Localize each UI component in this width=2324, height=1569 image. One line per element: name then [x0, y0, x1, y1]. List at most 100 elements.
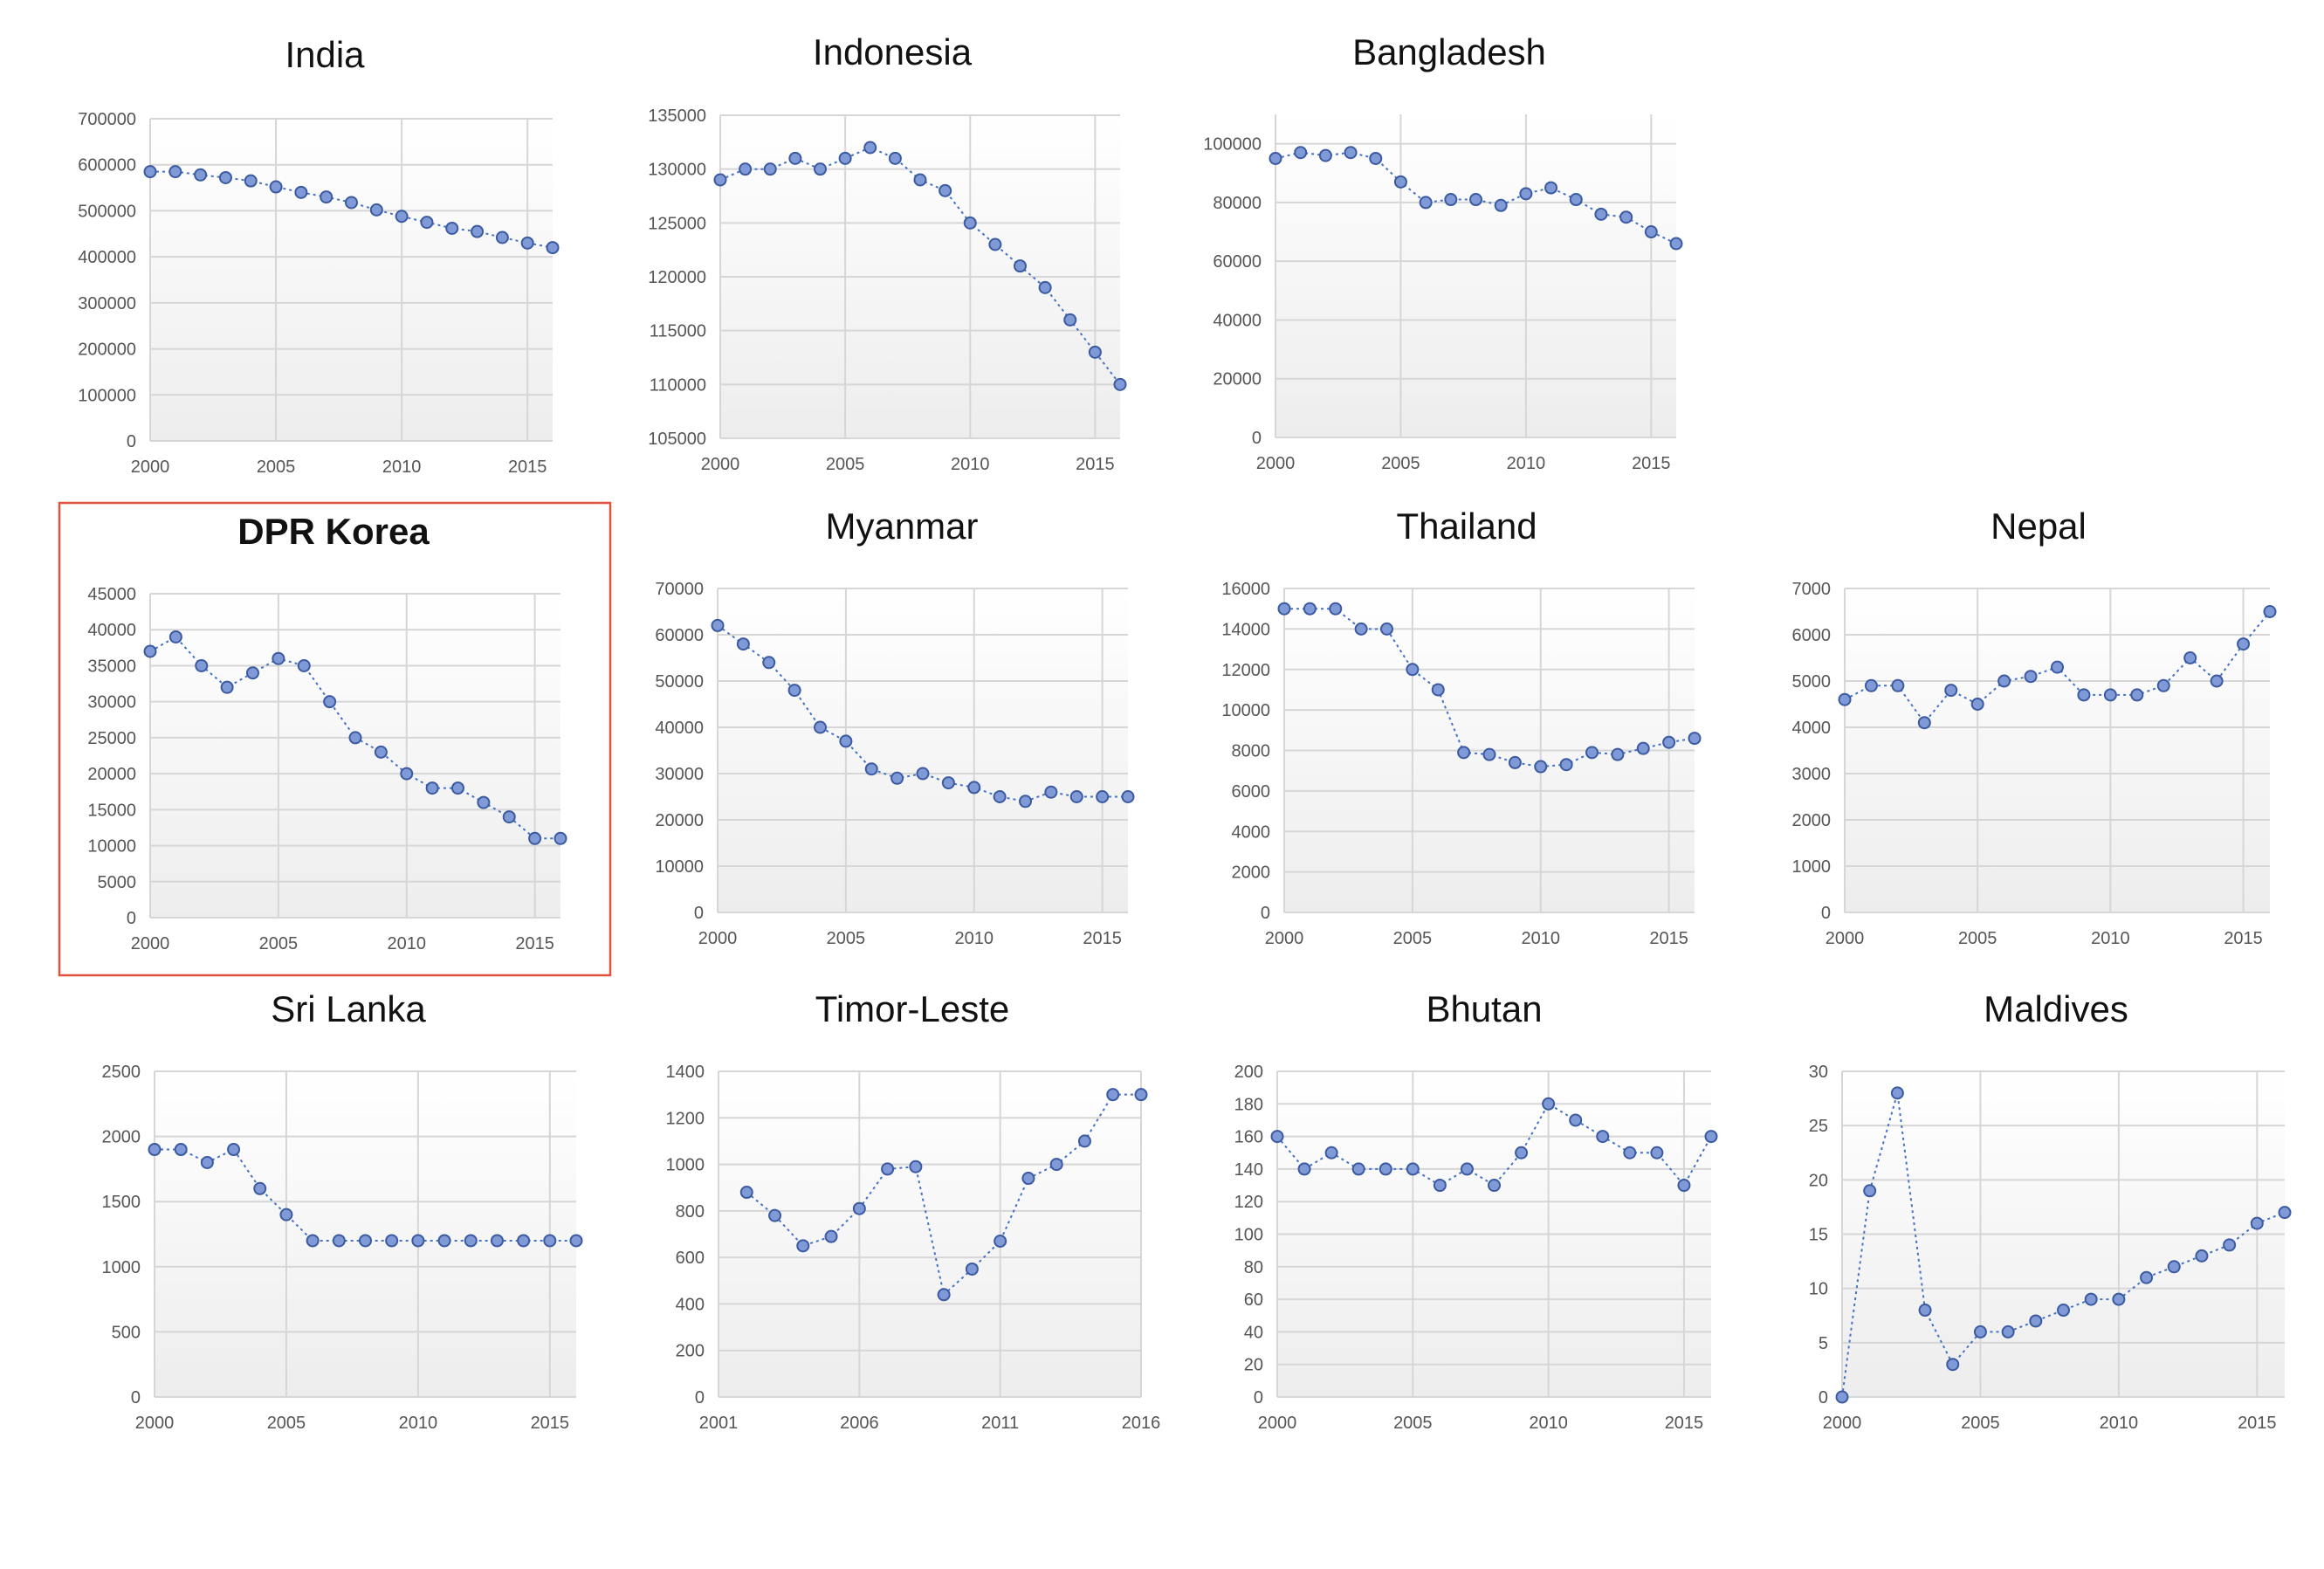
y-tick-label: 120	[1234, 1193, 1263, 1212]
data-point	[2001, 1325, 2015, 1338]
data-point	[763, 162, 777, 176]
y-tick-label: 125000	[648, 214, 706, 233]
data-point	[762, 656, 776, 670]
data-point	[1944, 684, 1958, 698]
data-point	[471, 224, 485, 238]
data-point	[1380, 622, 1393, 636]
data-point	[451, 781, 464, 795]
data-point	[2057, 1304, 2070, 1318]
data-point	[739, 162, 753, 176]
data-point	[244, 174, 258, 188]
y-tick-label: 100000	[78, 386, 136, 405]
chart-panel-sri-lanka: Sri Lanka 0 500 1000 1500 2000 2500 2000 2005 201…	[102, 988, 583, 1433]
x-tick-label: 2010	[388, 934, 427, 953]
x-tick-label: 2015	[2238, 1414, 2277, 1433]
plot-area	[150, 119, 553, 441]
y-tick-label: 40000	[655, 719, 704, 738]
y-tick-label: 0	[1261, 904, 1270, 923]
plot-area	[150, 594, 560, 918]
y-tick-label: 4000	[1232, 822, 1271, 842]
chart-title: Bangladesh	[1352, 31, 1546, 72]
x-tick-label: 2005	[1393, 1414, 1433, 1433]
data-point	[993, 790, 1007, 803]
y-tick-label: 5	[1819, 1334, 1828, 1353]
y-tick-label: 1000	[1792, 857, 1832, 877]
y-tick-label: 12000	[1221, 661, 1270, 680]
y-tick-label: 105000	[648, 430, 706, 449]
data-point	[437, 1234, 451, 1248]
data-point	[1585, 746, 1599, 760]
data-point	[345, 196, 358, 210]
y-tick-label: 25000	[87, 729, 136, 748]
y-tick-label: 2000	[1232, 864, 1271, 883]
y-tick-label: 16000	[1221, 580, 1270, 599]
data-point	[1636, 741, 1650, 755]
y-tick-label: 3000	[1792, 765, 1832, 784]
chart-panel-thailand: Thailand 0 2000 4000 6000 8000 10000 12000 14000…	[1221, 506, 1702, 948]
x-tick-label: 2010	[1529, 1414, 1568, 1433]
data-point	[1559, 758, 1573, 772]
data-point	[1354, 622, 1368, 636]
y-tick-label: 70000	[655, 580, 704, 599]
data-point	[2024, 670, 2038, 684]
data-point	[1270, 1130, 1284, 1144]
data-point	[369, 203, 383, 217]
x-tick-label: 2005	[1958, 929, 1997, 948]
y-tick-label: 45000	[87, 585, 136, 604]
x-tick-label: 2010	[1507, 454, 1546, 473]
chart-title: Maldives	[1984, 988, 2128, 1029]
x-tick-label: 2015	[2224, 929, 2263, 948]
data-point	[2263, 605, 2277, 618]
data-point	[148, 1143, 162, 1157]
data-point	[400, 767, 414, 781]
y-tick-label: 0	[695, 1388, 705, 1407]
y-tick-label: 25	[1809, 1117, 1828, 1136]
data-point	[2084, 1292, 2098, 1306]
data-point	[1534, 760, 1548, 774]
y-tick-label: 180	[1234, 1095, 1263, 1114]
x-tick-label: 2001	[699, 1414, 739, 1433]
data-point	[1997, 674, 2011, 688]
data-point	[1515, 1146, 1529, 1160]
data-point	[420, 216, 434, 230]
y-tick-label: 400	[676, 1295, 705, 1314]
data-point	[1611, 747, 1625, 761]
data-point	[143, 644, 157, 658]
chart-title: Myanmar	[825, 506, 978, 547]
data-point	[796, 1239, 810, 1253]
data-point	[1419, 196, 1433, 210]
y-tick-label: 6000	[1792, 626, 1832, 645]
data-point	[1596, 1130, 1610, 1144]
chart-title: Thailand	[1396, 506, 1537, 547]
data-point	[269, 180, 283, 194]
data-point	[569, 1234, 583, 1248]
data-point	[194, 168, 208, 182]
data-point	[1329, 602, 1343, 616]
data-point	[1973, 1325, 1987, 1338]
y-tick-label: 30	[1809, 1063, 1828, 1082]
data-point	[2278, 1206, 2292, 1220]
y-tick-label: 130000	[648, 161, 706, 180]
plot-area	[718, 588, 1128, 912]
data-point	[1297, 1162, 1311, 1176]
chart-panel-india: India 0 100000 200000 300000 400000 500000 6000…	[78, 34, 560, 477]
plot-area	[719, 1071, 1141, 1397]
data-point	[195, 658, 209, 672]
data-point	[1460, 1162, 1474, 1176]
data-point	[553, 831, 567, 845]
x-tick-label: 2000	[1258, 1414, 1297, 1433]
x-tick-label: 2005	[267, 1414, 306, 1433]
data-point	[913, 173, 927, 187]
x-tick-label: 2015	[1632, 454, 1671, 473]
data-point	[1494, 198, 1508, 212]
data-point	[1063, 313, 1077, 327]
data-point	[1324, 1146, 1338, 1160]
data-point	[1096, 790, 1110, 803]
y-tick-label: 1000	[666, 1156, 705, 1175]
y-tick-label: 8000	[1232, 742, 1271, 761]
x-tick-label: 2010	[2091, 929, 2130, 948]
data-point	[279, 1208, 293, 1221]
y-tick-label: 140	[1234, 1160, 1263, 1180]
data-point	[272, 651, 285, 665]
